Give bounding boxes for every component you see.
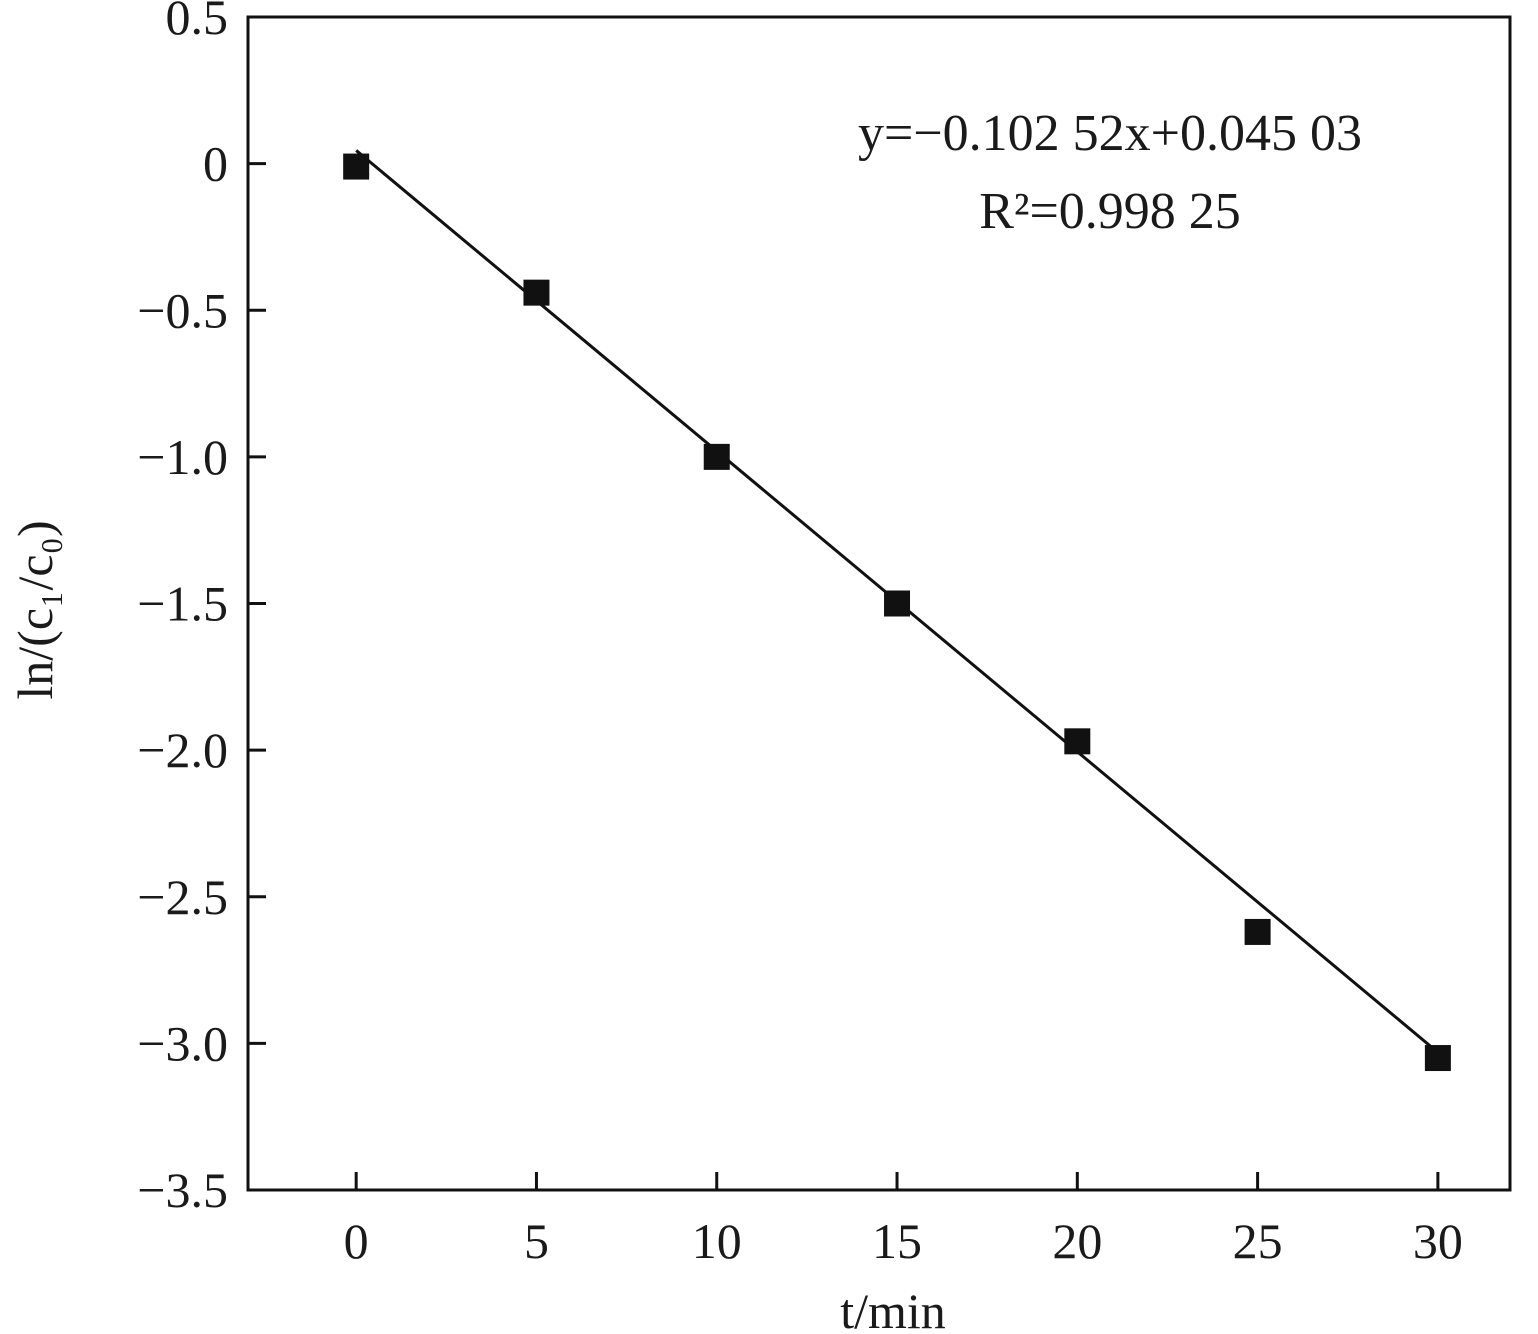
- x-axis-ticks: 0 5 10 15 20 25 30: [344, 1172, 1463, 1269]
- y-tick-label: −1.5: [137, 576, 228, 632]
- x-tick-label: 15: [872, 1213, 922, 1269]
- data-point: [343, 153, 370, 180]
- r-squared: R²=0.998 25: [979, 183, 1241, 240]
- data-point: [1064, 728, 1091, 755]
- data-point: [884, 590, 911, 617]
- x-tick-label: 10: [692, 1213, 742, 1269]
- y-tick-label: −2.5: [137, 869, 228, 925]
- plot-frame: [246, 15, 1512, 1192]
- y-axis-label: ln/(c₁/c₀): [7, 520, 63, 699]
- x-tick-label: 0: [344, 1213, 369, 1269]
- y-tick-label: −3.0: [137, 1015, 228, 1071]
- x-tick-label: 20: [1052, 1213, 1102, 1269]
- x-tick-label: 30: [1413, 1213, 1463, 1269]
- data-point: [703, 443, 730, 470]
- data-point: [523, 279, 550, 306]
- data-points: [343, 153, 1451, 1072]
- x-tick-label: 5: [524, 1213, 549, 1269]
- data-point: [1244, 918, 1271, 945]
- data-point: [1424, 1045, 1451, 1072]
- x-tick-label: 25: [1233, 1213, 1283, 1269]
- x-axis-label: t/min: [840, 1283, 946, 1334]
- y-tick-label: −0.5: [137, 282, 228, 338]
- y-tick-label: 0.5: [166, 0, 229, 45]
- y-tick-label: −1.0: [137, 429, 228, 485]
- y-tick-label: 0: [203, 136, 228, 192]
- y-tick-label: −3.5: [137, 1162, 228, 1218]
- y-axis-ticks: 0.5 0 −0.5 −1.0 −1.5 −2.0 −2.5 −3.0 −3.5: [137, 0, 266, 1218]
- fit-equation: y=−0.102 52x+0.045 03: [858, 105, 1362, 162]
- y-tick-label: −2.0: [137, 722, 228, 778]
